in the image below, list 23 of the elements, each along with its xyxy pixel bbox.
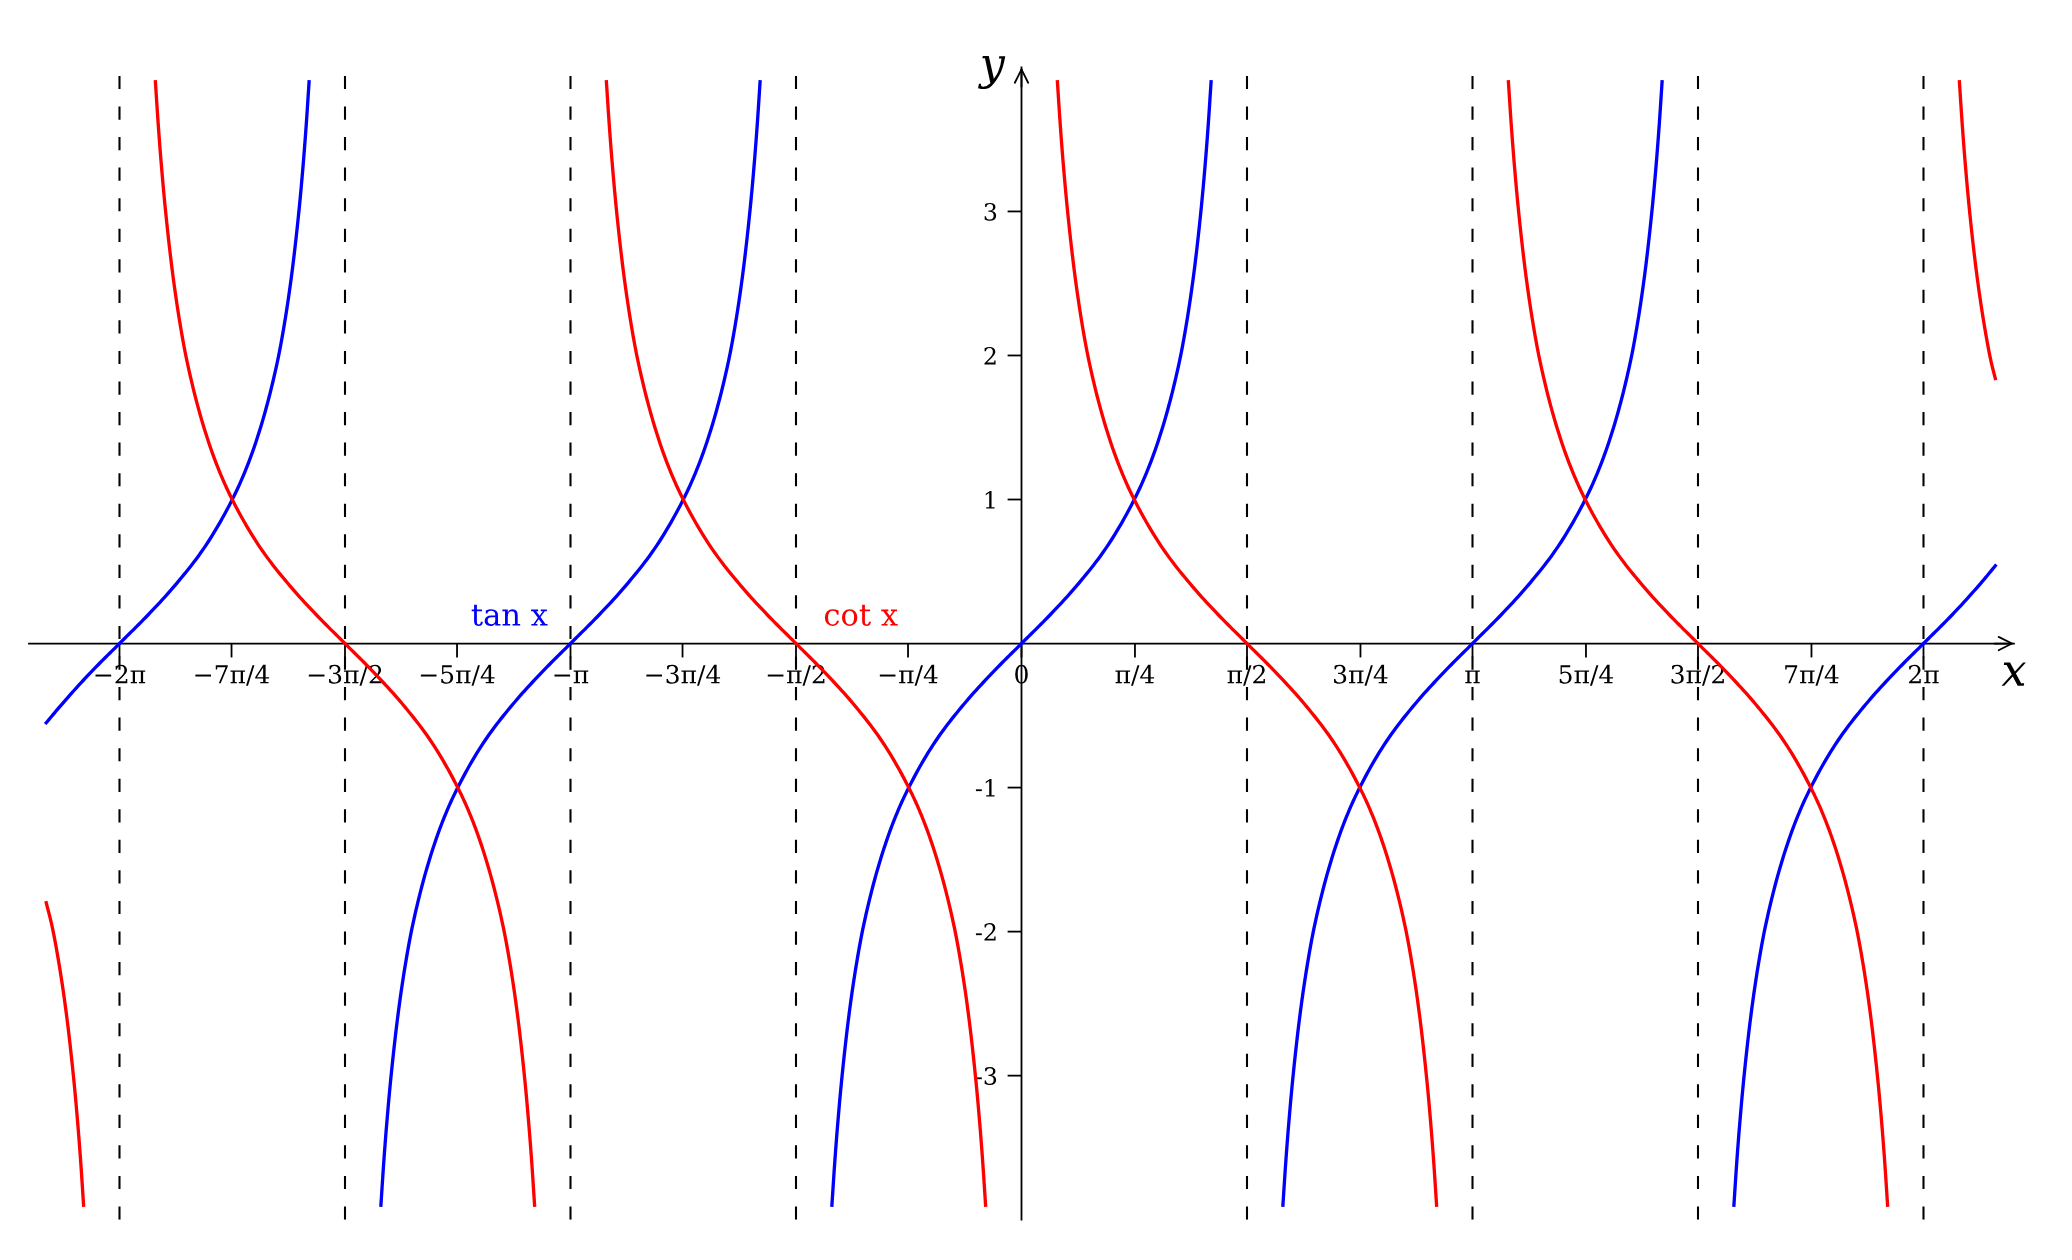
x-tick-label: π: [1465, 670, 1480, 684]
x-tick-label: 5π/4: [1559, 664, 1614, 686]
y-tick-label: 2: [984, 346, 996, 365]
x-tick-label: π/4: [1115, 664, 1155, 686]
y-tick-label: -1: [975, 779, 995, 797]
x-tick-label: −π: [554, 670, 589, 684]
y-tick-label: 1: [985, 490, 995, 509]
x-tick-label: 2π: [1909, 664, 1939, 684]
y-axis-title: y: [978, 55, 1006, 89]
x-axis-title: x: [2001, 662, 2026, 686]
y-tick-label: -2: [975, 923, 996, 941]
x-tick-label: 3π/4: [1334, 664, 1388, 686]
x-tick-label: −π/4: [879, 664, 938, 686]
y-tick-label: 3: [984, 202, 997, 221]
y-tick-label: -3: [975, 1067, 997, 1085]
x-tick-label: −7π/4: [195, 664, 270, 686]
series-label: cot x: [824, 604, 898, 626]
x-tick-label: 7π/4: [1785, 664, 1839, 686]
x-tick-label: −5π/4: [420, 664, 495, 686]
series-label: tan x: [471, 604, 548, 626]
x-tick-label: π/2: [1227, 664, 1265, 686]
x-tick-label: −2π: [95, 664, 146, 684]
x-tick-label: −3π/4: [646, 664, 721, 686]
